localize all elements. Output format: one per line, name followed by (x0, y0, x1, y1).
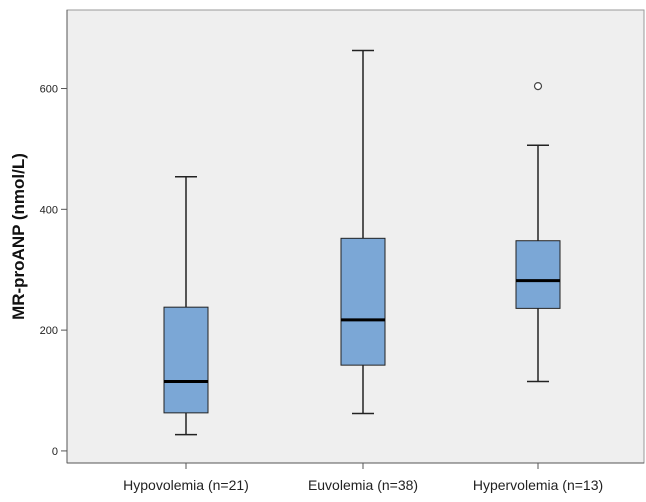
box-body (163, 306, 209, 414)
box-1 (163, 175, 209, 436)
y-tick-label: 0 (52, 446, 58, 458)
box-body (515, 240, 561, 309)
y-tick-label: 400 (40, 204, 58, 216)
y-tick-label: 600 (40, 84, 58, 96)
box-body (340, 237, 386, 366)
box-3 (515, 82, 561, 383)
y-axis-title: MR-proANP (nmol/L) (9, 153, 28, 320)
plot-area (66, 9, 645, 464)
x-tick-label: Euvolemia (n=38) (308, 477, 418, 493)
y-tick-label: 200 (40, 325, 58, 337)
x-axis-ticks: Hypovolemia (n=21) Euvolemia (n=38) Hyperv… (123, 463, 603, 493)
box-series (163, 49, 561, 436)
outlier-point (533, 82, 543, 91)
y-axis-ticks: 0 200 400 600 (40, 84, 67, 458)
box-2 (340, 49, 386, 415)
x-tick-label: Hypovolemia (n=21) (123, 477, 249, 493)
x-tick-label: Hypervolemia (n=13) (473, 477, 603, 493)
